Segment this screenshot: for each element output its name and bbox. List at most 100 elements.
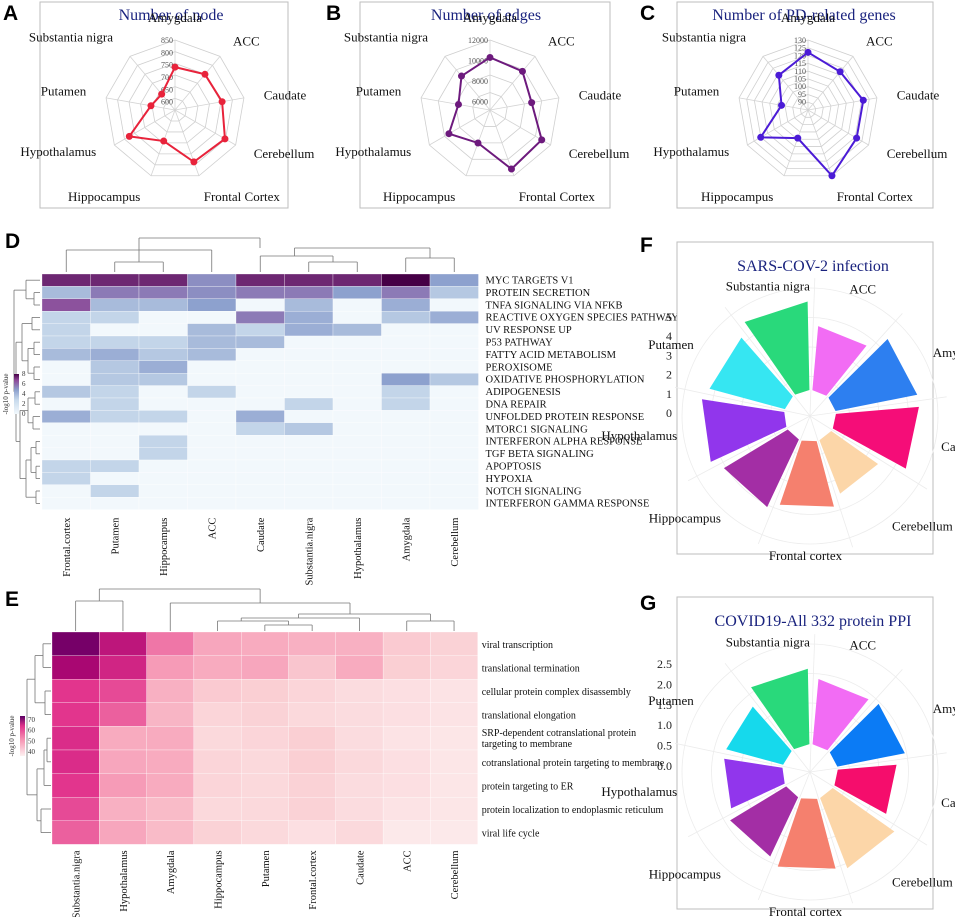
heatmap-cell [381,459,431,473]
radar-grid-ring [140,74,210,144]
legend-tick-label: 50 [28,737,36,745]
polar-category-label: Cerebellum [892,874,953,889]
heatmap-cell [51,679,100,703]
heatmap-cell [138,298,188,312]
radar-spoke [783,109,809,176]
panel-a: A Number of node 600 650 700 750 800 850 Amygd… [3,1,314,209]
heatmap-cell [51,726,100,751]
heatmap-cell [335,749,384,774]
heatmap-cell [193,702,242,727]
heatmap-cell [381,447,431,461]
polar-bar [701,399,787,462]
heatmap-cell [90,422,140,436]
radar-axis-label: Putamen [356,83,402,98]
heatmap-cell [193,797,242,821]
heatmap-cell [382,631,431,656]
heatmap-cell [430,797,478,821]
heatmap-cell [284,435,334,448]
radar-point [158,90,166,98]
legend-tick-label: 0 [22,410,26,418]
heatmap-cell [429,323,479,337]
heatmap-cell [235,286,285,299]
polar-spoke [687,415,811,482]
heatmap-cell [90,373,140,386]
heatmap-cell [430,679,478,703]
heatmap-cell [332,447,382,461]
heatmap-cell [51,631,100,656]
heatmap-cell [381,373,431,386]
panel-b-frame [359,1,611,209]
radar-axis-label: Substantia nigra [662,30,746,45]
heatmap-row-label: viral transcription [482,640,553,651]
radar-point [474,139,482,147]
heatmap-cell [138,435,188,448]
heatmap-cell [382,702,431,727]
heatmap-cell [138,273,188,287]
heatmap-cell [335,702,384,727]
heatmap-cell [138,459,188,473]
radar-tick-label: 12000 [468,36,488,45]
heatmap-row-label: protein targeting to ER [482,781,574,792]
heatmap-cell [284,397,334,411]
polar-bar [779,440,834,507]
polar-category-label: Cerebellum [892,518,953,533]
radar-axis-label: Amygdala [781,10,835,25]
heatmap-cell [430,820,478,845]
heatmap-cell [90,410,140,423]
heatmap-cell [193,726,242,751]
radar-axis-label: Putamen [674,83,720,98]
heatmap-cell [429,273,479,287]
heatmap-row-label: FATTY ACID METABOLISM [486,350,617,361]
heatmap-row-label: MYC TARGETS V1 [486,276,574,287]
heatmap-cell [288,702,336,727]
heatmap-cell [382,749,431,774]
heatmap-cell [381,335,431,349]
radar-grid-ring [437,57,543,160]
polar-spoke [809,634,816,773]
heatmap-cell [235,385,285,399]
polar-grid-ring [711,673,909,871]
radar-point [775,71,783,79]
panel-g: G COVID19-All 332 protein PPI ACC Amygdal… [601,592,955,919]
radar-tick-label: 95 [798,90,806,99]
radar-point [778,101,786,109]
heatmap-cell [381,348,431,361]
polar-category-label: Hypothalamus [601,784,677,799]
polar-bar [724,758,785,809]
heatmap-cell [381,311,431,324]
heatmap-cell [332,385,382,399]
heatmap-cell [187,286,237,299]
heatmap-row-label: TNFA SIGNALING VIA NFKB [486,300,623,311]
heatmap-cell [429,348,479,361]
heatmap-cell [332,484,382,498]
polar-bar [751,668,810,750]
panel-f-letter: F [640,234,653,257]
heatmap-cell [99,702,147,727]
radar-tick-label: 650 [161,85,173,94]
heatmap-cell [187,484,237,498]
polar-spoke [757,415,811,545]
heatmap-cell [381,385,431,399]
radar-tick-label: 110 [794,67,806,76]
radar-tick-label: 120 [794,51,806,60]
heatmap-row-label: translational termination [482,663,580,674]
legend-tick-label: 60 [28,727,36,735]
polar-spoke [809,669,903,773]
heatmap-cell [41,273,91,287]
heatmap-cell [284,373,334,386]
polar-category-label: Substantia nigra [726,634,810,649]
radar-point [507,165,515,173]
heatmap-cell [381,286,431,299]
heatmap-cell [99,655,147,680]
heatmap-cell [41,335,91,349]
heatmap-cell [193,679,242,703]
polar-category-label: Frontal cortex [769,904,843,917]
radar-grid-ring [117,51,233,166]
radar-tick-label: 90 [798,98,806,107]
radar-point [518,67,526,75]
heatmap-cell [138,335,188,349]
heatmap-cell [284,286,334,299]
heatmap-cell [284,335,334,349]
heatmap-cell [429,360,479,374]
polar-category-label: Hypothalamus [601,428,677,443]
